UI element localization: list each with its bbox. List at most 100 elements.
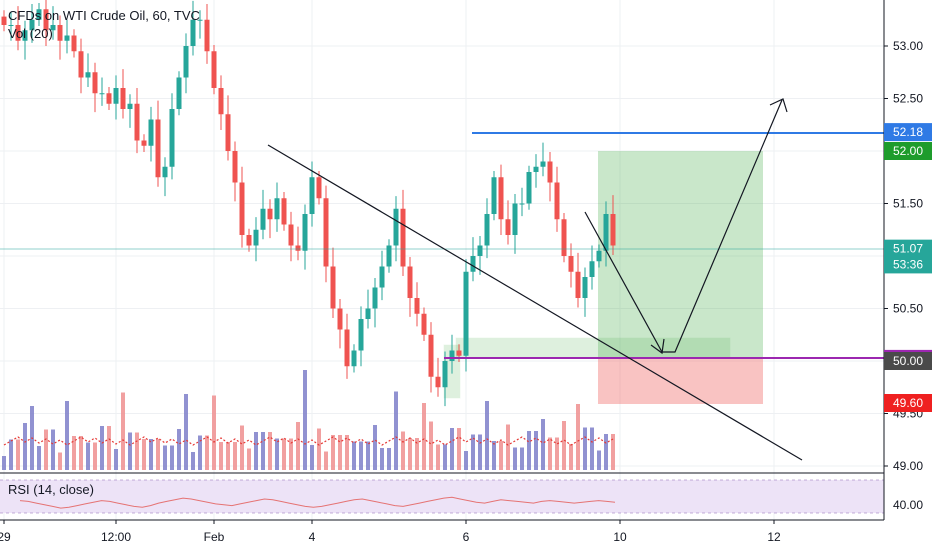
time-axis[interactable]: 29 12:00 Feb 4 6 10 12 [0, 520, 781, 544]
volume-bar [254, 432, 258, 470]
candle-body [589, 261, 595, 277]
rsi-label: RSI (14, close) [8, 482, 94, 497]
candle-body [127, 103, 133, 109]
candle-body [106, 93, 112, 104]
candle-body [568, 256, 574, 272]
volume-bar [9, 439, 13, 470]
candle-body [253, 229, 259, 246]
candle-body [379, 266, 385, 288]
stop-zone[interactable] [598, 358, 763, 404]
candle-body [421, 313, 427, 335]
volume-bar [436, 444, 440, 470]
volume-bar [485, 401, 489, 470]
volume-bar [191, 452, 195, 470]
volume-bar [296, 422, 300, 470]
candle-body [169, 109, 175, 167]
volume-bar [478, 434, 482, 470]
rsi-axis-tick: 40.00 [893, 498, 923, 512]
volume-bar [576, 404, 580, 470]
volume-bar [366, 441, 370, 470]
volume-bar [149, 439, 153, 470]
volume-bar [422, 403, 426, 470]
candle-body [36, 9, 42, 20]
volume-bar [2, 456, 6, 470]
candle-body [477, 245, 483, 256]
trendline[interactable] [267, 144, 803, 461]
time-tick-label: 12:00 [101, 530, 131, 544]
target-zone[interactable] [598, 151, 763, 358]
volume-bar [128, 432, 132, 470]
grid-lines [0, 0, 884, 520]
candle-body [540, 161, 546, 167]
price-tick-label: 50.50 [893, 302, 923, 316]
candle-body [505, 219, 511, 235]
volume-bar [23, 423, 27, 470]
candle-body [344, 329, 350, 367]
demand-zone[interactable] [455, 337, 731, 359]
price-tick-label: 51.50 [893, 197, 923, 211]
price-tag-entry-label: 50.00 [893, 354, 923, 368]
candle-body [288, 224, 294, 246]
volume-bar [499, 441, 503, 470]
volume-bar [79, 436, 83, 470]
candle-body [232, 151, 238, 183]
candle-body [246, 235, 252, 246]
volume-bar [548, 437, 552, 470]
projection-path[interactable] [584, 99, 783, 353]
volume-label[interactable]: Vol (20) [8, 26, 53, 41]
candle-body [148, 119, 154, 146]
candle-body [365, 308, 371, 319]
candle-body [351, 350, 357, 367]
volume-bar [142, 439, 146, 470]
volume-bar [135, 432, 139, 470]
price-tag-stop [884, 394, 932, 412]
volume-bar [394, 391, 398, 470]
volume-bar [240, 425, 244, 470]
volume-bar [415, 438, 419, 470]
volume-bar [583, 427, 587, 470]
volume-bar [44, 429, 48, 470]
price-tag-resistance-label: 52.18 [893, 125, 923, 139]
volume-bar [65, 401, 69, 470]
volume-bar [450, 428, 454, 470]
chart-title[interactable]: CFDs on WTI Crude Oil, 60, TVC [8, 8, 200, 23]
volume-bar [373, 425, 377, 470]
candle-body [22, 30, 28, 41]
volume-bar [86, 442, 90, 470]
candle-body [512, 203, 518, 235]
candle-body [582, 277, 588, 298]
candle-body [526, 172, 532, 204]
candle-body [470, 256, 476, 272]
candle-body [239, 182, 245, 235]
candle-body [71, 35, 77, 52]
volume-bar [555, 437, 559, 470]
volume-bar [268, 432, 272, 470]
volume-bar [611, 434, 615, 470]
candle-body [372, 287, 378, 309]
candle-body [386, 245, 392, 267]
candle-body [134, 103, 140, 141]
volume-bar [520, 447, 524, 470]
projection-arrowhead-up [769, 98, 788, 113]
candle-body [1, 16, 7, 25]
candle-body [155, 119, 161, 178]
candle-body [141, 140, 147, 146]
candle-body [183, 46, 189, 78]
volume-bar [429, 421, 433, 470]
candle-body [267, 208, 273, 220]
candle-body [43, 9, 49, 31]
candle-body [491, 177, 497, 214]
candle-body [337, 308, 343, 330]
volume-bar [464, 451, 468, 470]
rsi-line [19, 496, 616, 509]
time-tick-label: 6 [463, 530, 470, 544]
candle-body [8, 25, 14, 26]
volume-bar [541, 419, 545, 470]
volume-bar [457, 428, 461, 470]
volume-bar [534, 431, 538, 470]
volume-bars [2, 370, 615, 470]
candle-body [211, 51, 217, 88]
candle-body [330, 266, 336, 309]
candle-body [407, 266, 413, 298]
